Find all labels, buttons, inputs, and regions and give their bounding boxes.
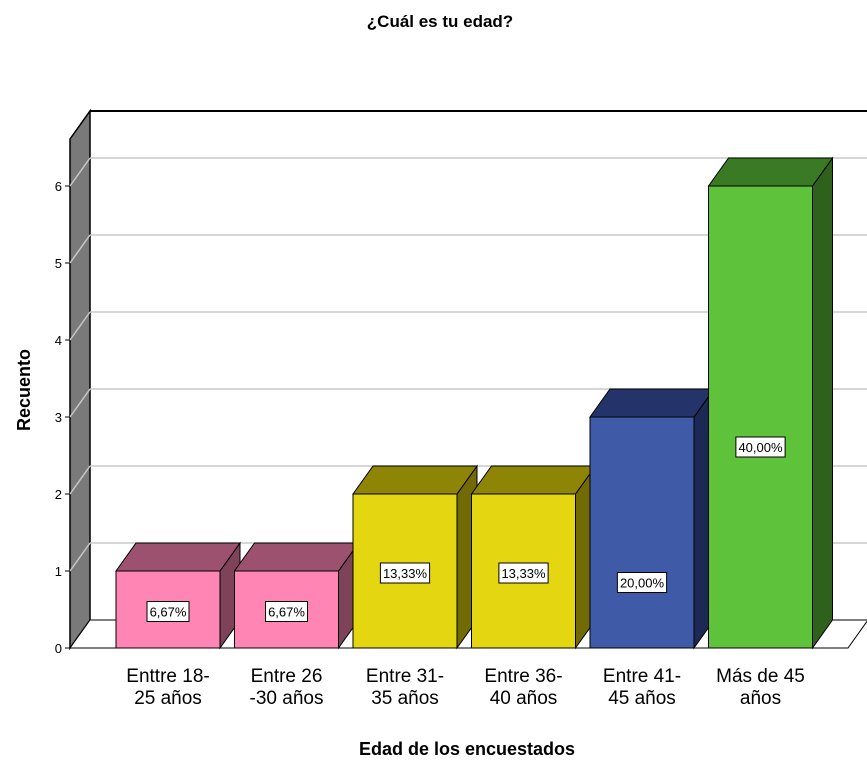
- x-tick-label: Enttre 18-25 años: [126, 666, 209, 709]
- data-label-box: [265, 601, 308, 622]
- chart-title: ¿Cuál es tu edad?: [367, 12, 513, 31]
- data-label-box: [735, 436, 786, 458]
- x-tick-label-line: -30 años: [250, 688, 324, 709]
- y-tick-label: 6: [55, 179, 62, 194]
- y-tick-label: 5: [55, 256, 62, 271]
- x-tick-label-line: 35 años: [371, 688, 439, 709]
- x-tick-label-line: 25 años: [134, 688, 202, 709]
- data-label: 6,67%: [150, 605, 187, 620]
- x-tick-label-line: Entre 31-: [366, 666, 444, 687]
- bar: [115, 570, 221, 649]
- bar-top: [589, 388, 715, 418]
- y-tick-label: 3: [55, 410, 62, 425]
- bar-top: [707, 157, 834, 187]
- gridline-side: [69, 542, 91, 572]
- gridline-side: [69, 388, 91, 418]
- x-tick-label-line: 40 años: [490, 688, 558, 709]
- data-label-box: [379, 562, 431, 584]
- x-tick-label-line: Entre 41-: [603, 666, 681, 687]
- x-axis-title: Edad de los encuestados: [359, 739, 575, 759]
- bar: [589, 416, 695, 649]
- x-tick-label-line: Entre 36-: [484, 666, 562, 687]
- x-tick-label: Entre 26 -30 años: [250, 666, 324, 709]
- plot-area: 0 1 2 3 4 5 6 6,67% Enttre 18-25 años 6,67% Entre …: [55, 108, 867, 709]
- x-tick-label-line: 45 años: [608, 688, 676, 709]
- x-tick-label-line: años: [740, 688, 781, 709]
- bar-top: [470, 465, 597, 495]
- bar: [708, 185, 813, 649]
- data-label-box: [616, 572, 668, 593]
- gridline-side: [69, 234, 91, 264]
- x-tick-label-line: Enttre 18-: [126, 666, 209, 687]
- bar-top: [352, 465, 478, 495]
- y-axis-title: Recuento: [14, 349, 34, 431]
- bar-top: [233, 542, 360, 572]
- data-label-box: [146, 601, 190, 622]
- x-tick-label: Entre 36-40 años: [484, 666, 562, 709]
- x-tick-label: Entre 41-45 años: [603, 666, 681, 709]
- gridline-side: [69, 157, 91, 187]
- x-tick-label-line: Entre 26: [251, 666, 323, 687]
- data-label: 13,33%: [501, 566, 546, 581]
- data-label: 40,00%: [738, 440, 783, 455]
- x-tick-label-line: Más de 45: [716, 666, 805, 687]
- data-label: 6,67%: [268, 605, 305, 620]
- gridline-side: [69, 311, 91, 341]
- bar-side: [812, 156, 833, 650]
- x-tick-label: Entre 31-35 años: [366, 666, 444, 709]
- bar-top: [115, 542, 241, 572]
- y-tick-label: 2: [55, 487, 62, 502]
- y-tick-label: 0: [55, 641, 62, 656]
- y-tick-label: 4: [55, 333, 62, 348]
- data-label: 20,00%: [620, 576, 665, 591]
- y-tick-label: 1: [55, 564, 62, 579]
- data-label: 13,33%: [383, 566, 428, 581]
- data-label-box: [498, 562, 549, 584]
- x-tick-label: Más de 45 años: [716, 666, 805, 709]
- gridline-side: [69, 465, 91, 495]
